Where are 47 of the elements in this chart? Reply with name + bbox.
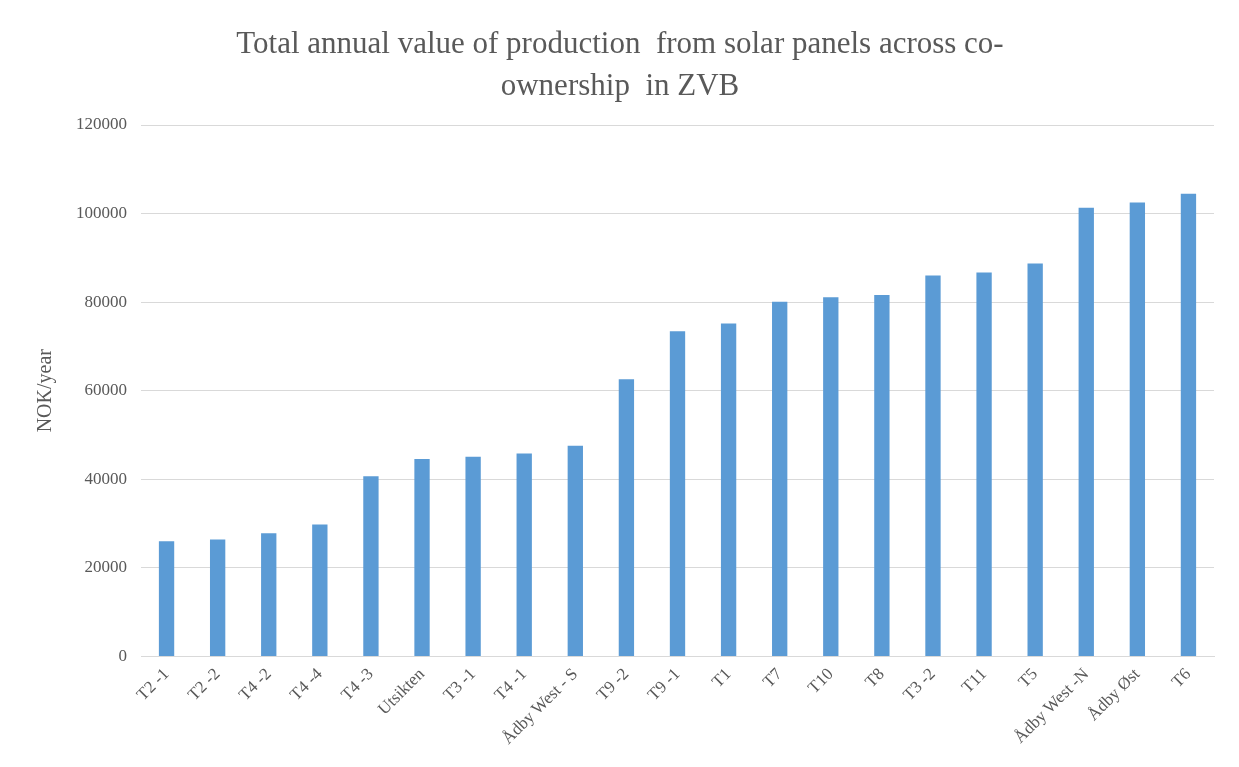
bar: [516, 453, 532, 656]
x-tick-label: T1: [707, 664, 735, 691]
bar: [567, 445, 583, 656]
x-tick-label: T6: [1167, 664, 1195, 691]
x-tick-label: T4 -1: [490, 664, 531, 704]
y-tick-label: 80000: [84, 291, 127, 311]
bar: [158, 541, 175, 656]
x-tick-label: T10: [803, 664, 837, 697]
bar: [925, 275, 941, 656]
bar: [363, 476, 379, 656]
y-tick-label: 0: [118, 645, 127, 665]
y-axis-title: NOK/year: [33, 348, 57, 433]
bar: [1078, 207, 1094, 656]
x-tick-label: T9 -1: [643, 664, 684, 704]
bar: [823, 297, 839, 656]
bar: [1027, 263, 1043, 656]
y-tick-label: 20000: [84, 557, 127, 577]
x-tick-label: T11: [957, 664, 991, 697]
x-tick-label: T5: [1014, 664, 1042, 691]
x-tick-label: T8: [861, 664, 888, 691]
x-tick-label: T3 -2: [899, 664, 939, 704]
bar: [209, 539, 226, 656]
bar: [669, 331, 686, 656]
bar: [720, 323, 737, 656]
x-tick-label: T3 -1: [439, 664, 480, 704]
x-tick-label: T2 -1: [132, 664, 173, 704]
x-tick-label: T4 -2: [234, 664, 275, 704]
bar: [874, 295, 890, 656]
bar: [1129, 202, 1146, 656]
bar: [414, 458, 430, 656]
bar: [465, 456, 481, 656]
bar: [1180, 193, 1197, 656]
bar: [312, 524, 328, 656]
x-tick-label: T2 -2: [183, 664, 224, 704]
y-tick-label: 120000: [76, 114, 127, 134]
x-tick-label: T7: [758, 663, 787, 691]
y-tick-label: 60000: [84, 380, 127, 400]
chart-title: Total annual value of production from solar panels across co-ownership in ZVB: [235, 24, 1005, 104]
bar: [261, 533, 277, 656]
bar: [772, 301, 788, 656]
x-tick-label: T4 -4: [286, 663, 327, 704]
y-tick-label: 40000: [84, 468, 127, 488]
x-tick-label: T9 -2: [592, 664, 633, 704]
y-tick-label: 100000: [76, 203, 127, 223]
bar: [618, 379, 635, 656]
x-tick-label: T4 -3: [337, 664, 377, 704]
bar: [976, 272, 992, 656]
